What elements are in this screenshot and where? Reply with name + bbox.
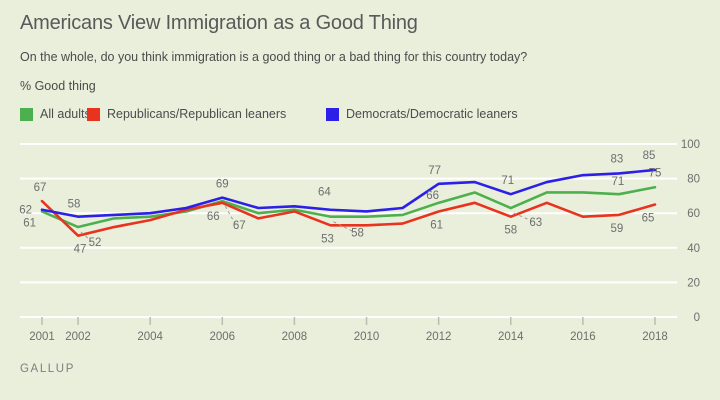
y-tick-label-0: 0 bbox=[694, 312, 700, 324]
data-label-all-2018: 75 bbox=[649, 167, 662, 179]
data-label-all-2017: 71 bbox=[612, 176, 625, 188]
data-label-dem-2002: 58 bbox=[68, 199, 81, 211]
legend-swatch-democrats-icon bbox=[326, 107, 339, 121]
x-tick-label-2010: 2010 bbox=[354, 331, 380, 343]
y-tick-label-100: 100 bbox=[681, 139, 700, 151]
legend-label-republicans: Republicans/Republican leaners bbox=[107, 107, 287, 121]
label-leader-line-all-2002 bbox=[80, 231, 92, 242]
x-tick-label-2002: 2002 bbox=[65, 331, 91, 343]
legend-swatch-republicans-icon bbox=[87, 107, 100, 121]
x-tick-label-2018: 2018 bbox=[642, 331, 668, 343]
data-label-all-2009: 58 bbox=[351, 228, 364, 240]
series-line-all bbox=[40, 185, 657, 229]
data-label-all-2014: 63 bbox=[529, 217, 542, 229]
data-label-dem-2006: 69 bbox=[216, 179, 229, 191]
legend-item-all-adults: All adults bbox=[20, 107, 91, 121]
data-label-rep-2012: 61 bbox=[430, 219, 443, 231]
legend-label-all-adults: All adults bbox=[40, 107, 91, 121]
x-tick-label-2014: 2014 bbox=[498, 331, 524, 343]
gallup-wordmark: GALLUP bbox=[20, 363, 75, 375]
data-label-all-2001: 61 bbox=[23, 217, 36, 229]
data-label-rep-2017: 59 bbox=[611, 223, 624, 235]
data-label-all-2002: 52 bbox=[89, 237, 102, 249]
data-label-dem-2018: 85 bbox=[643, 150, 656, 162]
data-label-rep-2014: 58 bbox=[504, 225, 517, 237]
survey-question: On the whole, do you think immigration i… bbox=[20, 50, 528, 64]
data-label-rep-2002: 47 bbox=[74, 244, 87, 256]
x-tick-label-2001: 2001 bbox=[29, 331, 55, 343]
y-tick-label-40: 40 bbox=[687, 243, 700, 255]
unit-label: % Good thing bbox=[20, 79, 96, 93]
data-label-rep-2018: 65 bbox=[642, 213, 655, 225]
data-label-all-2012: 66 bbox=[426, 190, 439, 202]
data-label-dem-2012: 77 bbox=[428, 165, 441, 177]
x-tick-label-2016: 2016 bbox=[570, 331, 596, 343]
data-label-rep-2001: 67 bbox=[34, 182, 47, 194]
x-tick-label-2004: 2004 bbox=[137, 331, 163, 343]
data-label-rep-2009: 53 bbox=[321, 233, 334, 245]
y-tick-label-20: 20 bbox=[687, 277, 700, 289]
label-leader-line-all-2009 bbox=[333, 221, 354, 233]
data-label-dem-2014: 71 bbox=[501, 175, 514, 187]
x-tick-label-2006: 2006 bbox=[209, 331, 235, 343]
legend-swatch-all-adults-icon bbox=[20, 107, 33, 121]
legend-item-democrats: Democrats/Democratic leaners bbox=[326, 107, 518, 121]
data-label-dem-2001: 62 bbox=[19, 205, 32, 217]
data-label-dem-2008: 64 bbox=[318, 186, 331, 198]
series-line-rep bbox=[40, 199, 657, 237]
data-label-rep-2006: 66 bbox=[207, 211, 220, 223]
data-label-all-2006: 67 bbox=[233, 220, 246, 232]
y-tick-label-80: 80 bbox=[687, 174, 700, 186]
page-title: Americans View Immigration as a Good Thi… bbox=[20, 12, 418, 34]
y-tick-label-60: 60 bbox=[687, 208, 700, 220]
data-label-dem-2017: 83 bbox=[611, 153, 624, 165]
series-line-dem bbox=[40, 168, 657, 218]
x-tick-label-2012: 2012 bbox=[426, 331, 452, 343]
x-tick-label-2008: 2008 bbox=[282, 331, 308, 343]
legend-label-democrats: Democrats/Democratic leaners bbox=[346, 107, 518, 121]
legend-item-republicans: Republicans/Republican leaners bbox=[87, 107, 286, 121]
